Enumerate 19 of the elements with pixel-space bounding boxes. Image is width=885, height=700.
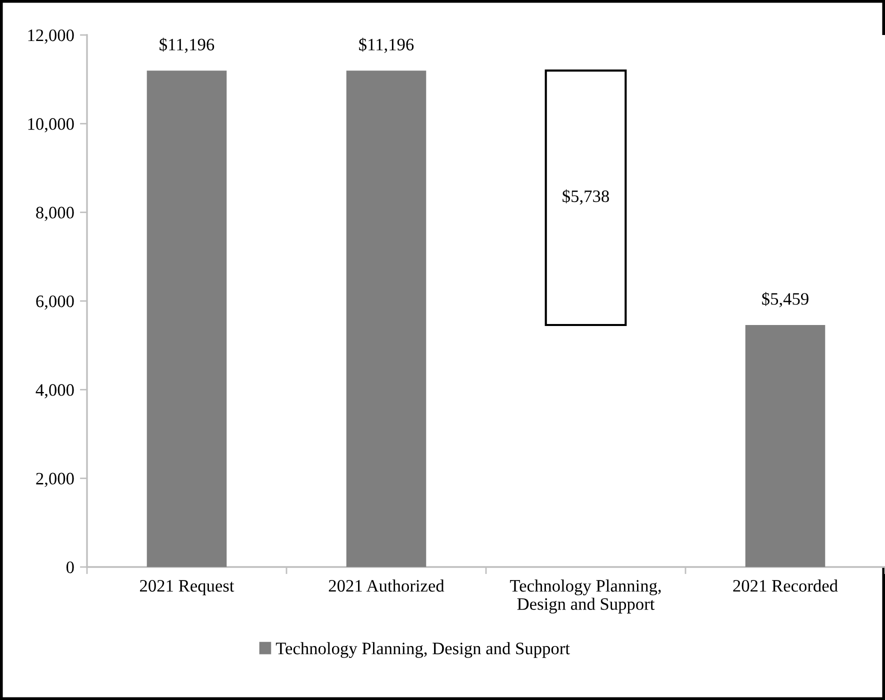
text: $5,459 xyxy=(762,292,808,308)
bar xyxy=(346,70,426,567)
legend-label: Technology Planning, Design and Support xyxy=(276,642,570,658)
y-tick-label: 2,000 xyxy=(36,472,74,488)
x-tick-label: 2021 Recorded xyxy=(733,580,838,592)
y-tick-label: 10,000 xyxy=(28,118,74,132)
text: $5,738 xyxy=(562,189,609,205)
text: $11,196 xyxy=(359,38,414,53)
y-tick-label: 12,000 xyxy=(28,29,74,44)
bar xyxy=(146,70,227,567)
y-tick-label: 6,000 xyxy=(36,295,74,310)
y-tick-label: 4,000 xyxy=(36,384,74,398)
x-tick-label: Technology Planning, Design and Support xyxy=(510,580,661,614)
y-tick-label: 0 xyxy=(66,561,74,574)
x-tick-label: 2021 Authorized xyxy=(328,580,444,592)
y-tick-label: 8,000 xyxy=(36,206,74,222)
x-tick-label: 2021 Request xyxy=(140,580,234,596)
bar xyxy=(745,324,826,567)
text: $11,196 xyxy=(160,38,214,53)
